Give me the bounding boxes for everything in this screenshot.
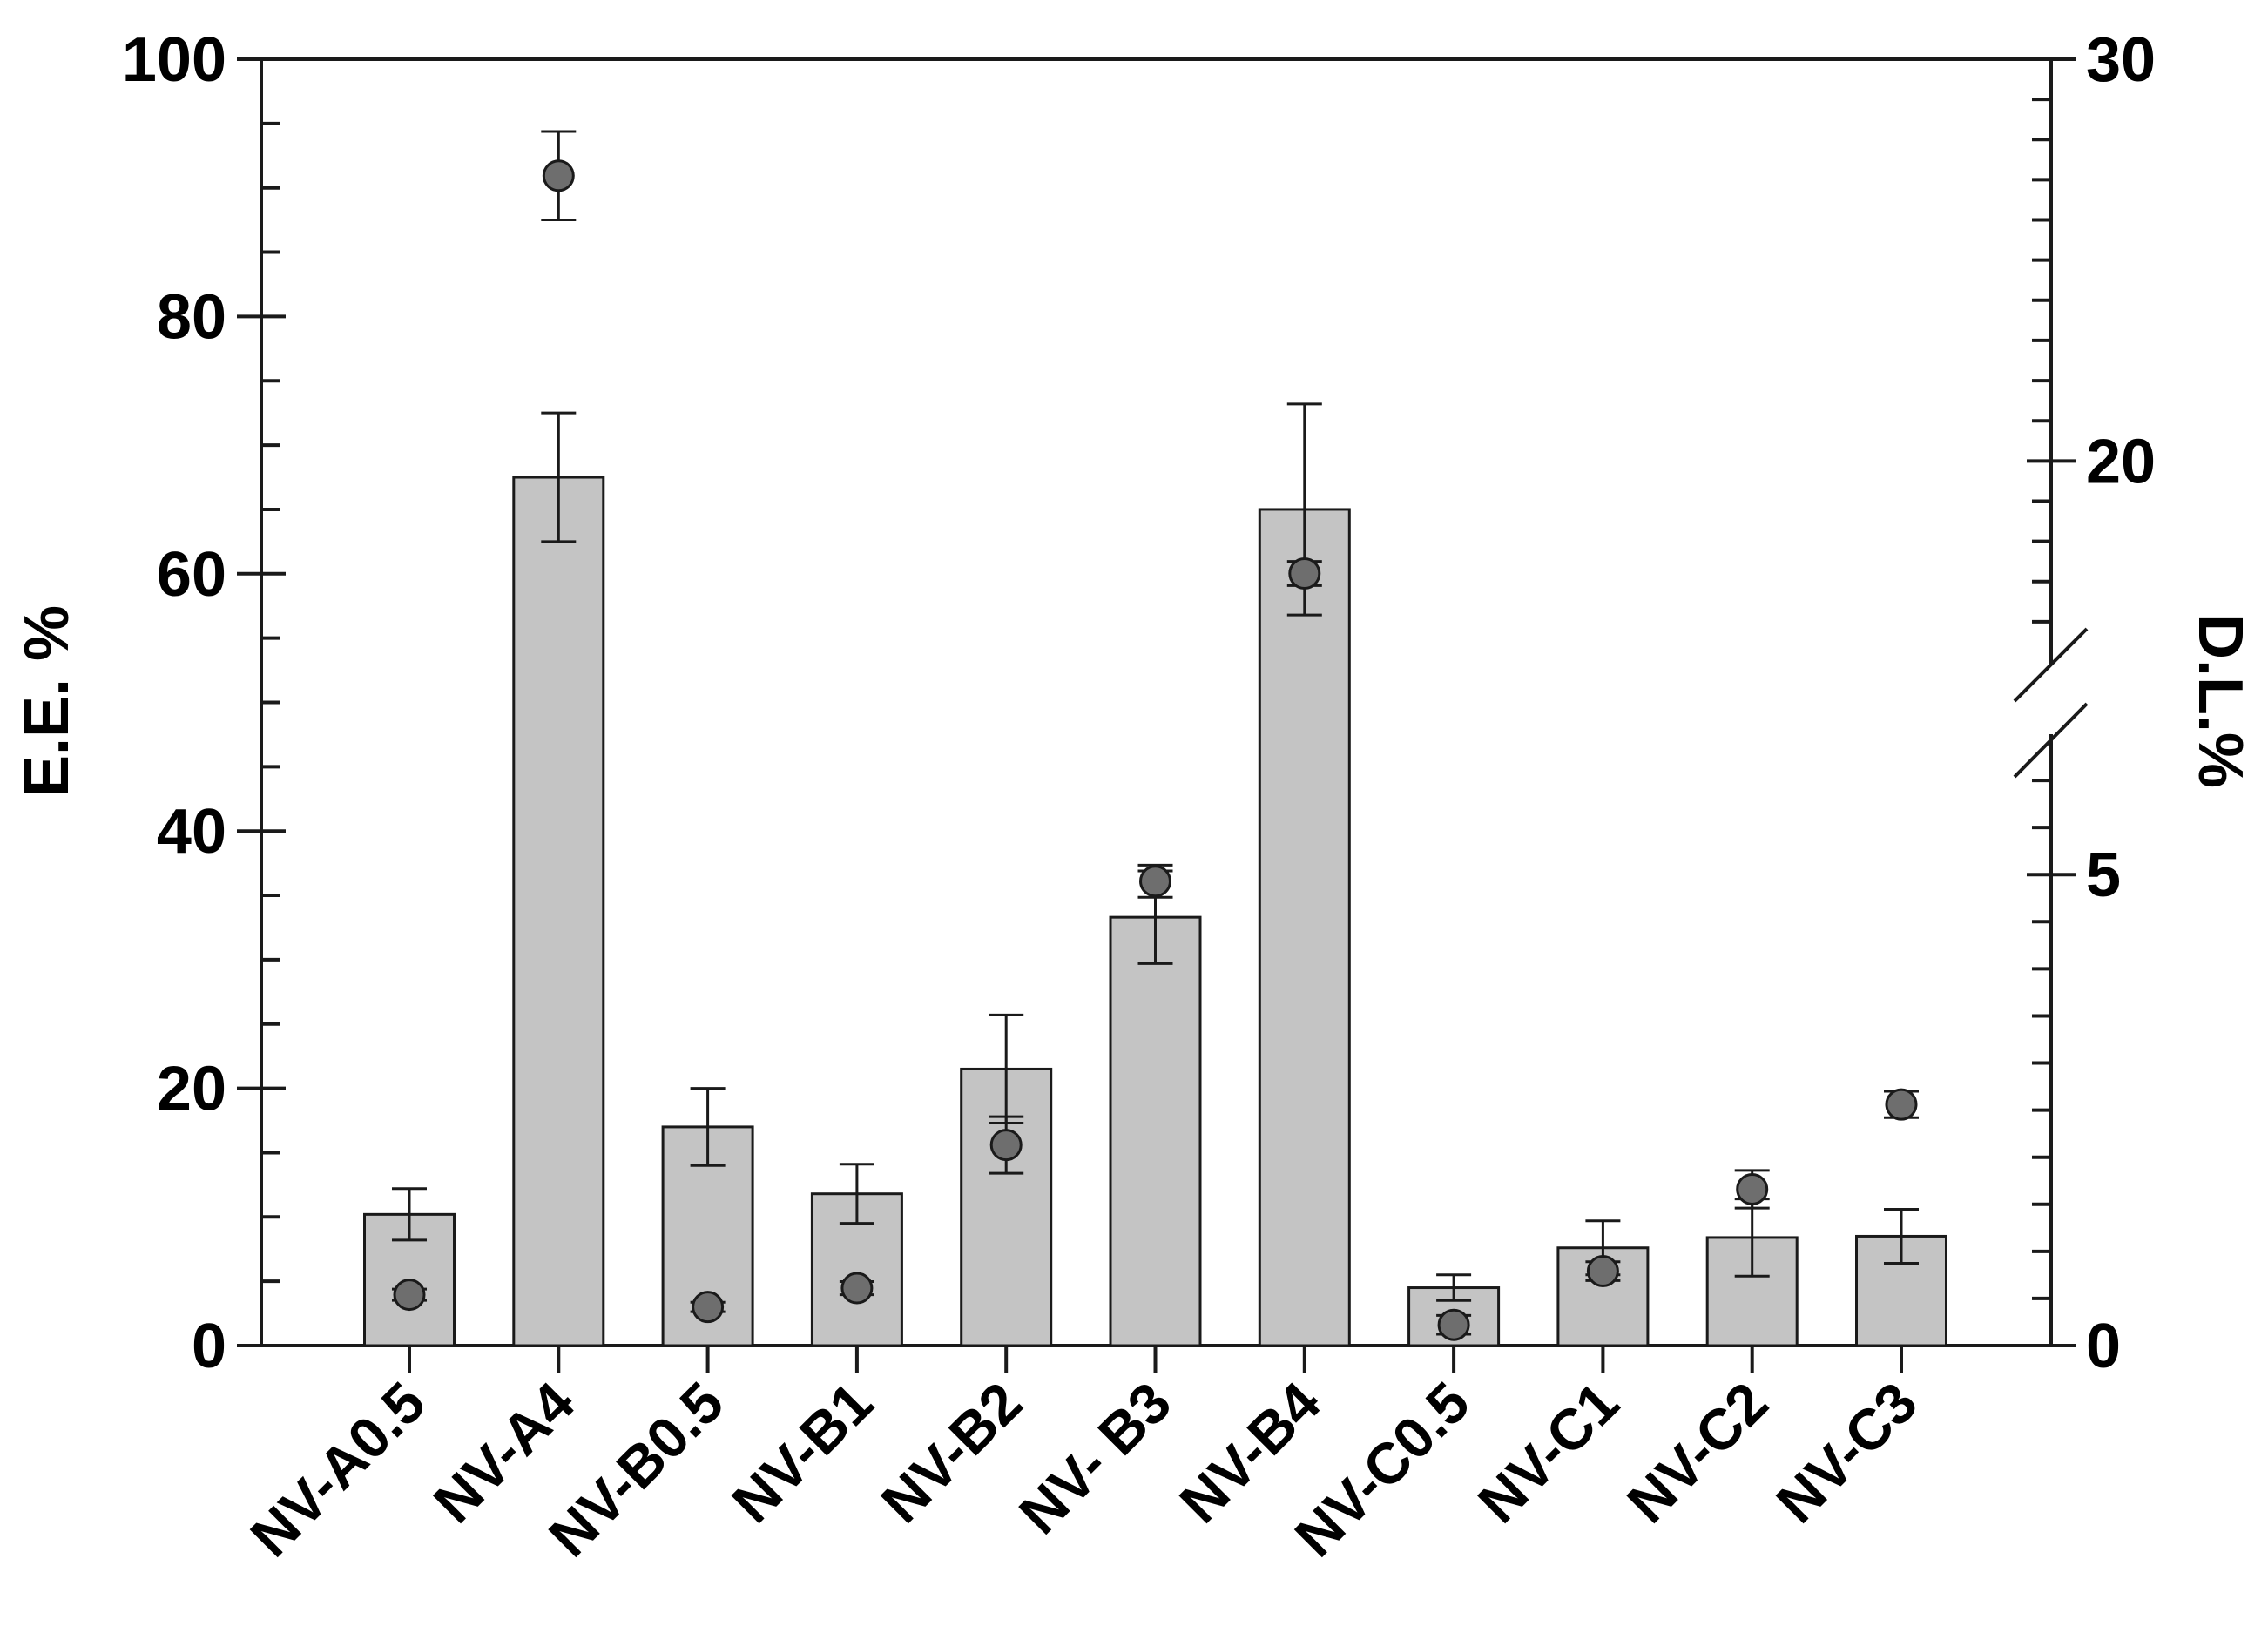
y2-tick-label: 0 — [2086, 1312, 2121, 1381]
data-point — [692, 1291, 725, 1324]
data-point — [542, 159, 575, 192]
x-tick-label: NV-C3 — [1764, 1370, 1929, 1535]
x-tick-label: NV-B2 — [868, 1370, 1034, 1535]
y-tick-label: 100 — [122, 25, 226, 95]
y-tick-label: 60 — [157, 540, 226, 610]
point-series — [392, 130, 1919, 1341]
data-point — [393, 1279, 426, 1312]
y2-tick-label: 30 — [2086, 25, 2156, 95]
x-tick-label: NV-C1 — [1466, 1370, 1631, 1535]
x-tick-label: NV-B1 — [719, 1370, 885, 1535]
data-point — [840, 1272, 874, 1305]
data-point — [1586, 1255, 1619, 1288]
data-point — [1288, 557, 1321, 590]
axis-break-mark-lower — [2013, 702, 2089, 779]
y-axis-title: E.E. % — [12, 605, 82, 797]
y2-tick-label: 20 — [2086, 427, 2156, 496]
data-point — [1139, 865, 1171, 898]
data-point — [1736, 1172, 1769, 1205]
y2-tick-label: 5 — [2086, 840, 2121, 910]
y-tick-label: 0 — [192, 1312, 226, 1381]
bar — [1258, 508, 1351, 1347]
x-tick-label: NV- B3 — [1007, 1370, 1184, 1547]
data-point — [1437, 1308, 1470, 1341]
data-point — [989, 1129, 1023, 1162]
x-tick-label: NV-C2 — [1615, 1370, 1780, 1535]
y-tick-label: 20 — [157, 1055, 226, 1124]
x-tick-label: NV-A0.5 — [238, 1370, 437, 1569]
data-point — [1885, 1088, 1918, 1121]
y-tick-label: 40 — [157, 797, 226, 867]
y-tick-label: 80 — [157, 282, 226, 352]
axis-break-mark-upper — [2013, 627, 2089, 703]
bar — [1109, 915, 1202, 1347]
bar — [512, 476, 605, 1347]
y2-axis-title: D.L.% — [2185, 614, 2255, 788]
